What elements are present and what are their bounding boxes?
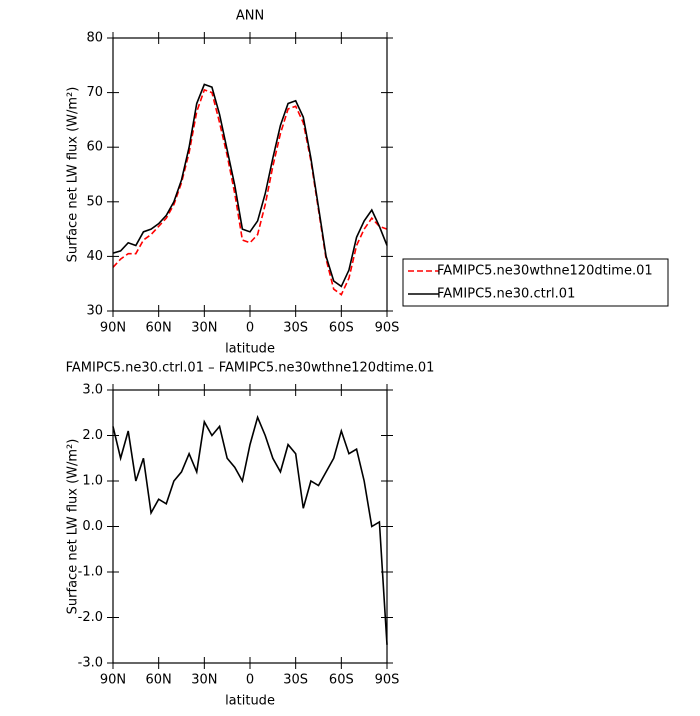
y-tick-label: 50 xyxy=(86,194,103,209)
y-tick-label: 1.0 xyxy=(82,474,103,489)
plot-frame xyxy=(112,389,388,664)
x-axis-label: latitude xyxy=(225,694,275,709)
y-tick-label: 40 xyxy=(86,249,103,264)
y-tick-label: 80 xyxy=(86,31,103,46)
x-tick-label: 60N xyxy=(146,321,172,336)
plot-frame xyxy=(112,37,388,312)
x-tick-label: 0 xyxy=(246,673,254,688)
legend-label: FAMIPC5.ne30.ctrl.01 xyxy=(437,287,575,302)
data-line xyxy=(112,88,388,296)
x-tick-label: 60S xyxy=(329,673,354,688)
y-tick-label: -3.0 xyxy=(78,656,103,671)
x-tick-label: 0 xyxy=(246,321,254,336)
y-tick-label: 30 xyxy=(86,304,103,319)
legend-label: FAMIPC5.ne30wthne120dtime.01 xyxy=(437,264,653,279)
x-tick-label: 30S xyxy=(283,321,308,336)
x-tick-label: 30N xyxy=(191,321,217,336)
data-line xyxy=(112,414,388,645)
y-axis-label: Surface net LW flux (W/m²) xyxy=(66,87,81,263)
legend-box xyxy=(402,258,669,307)
y-tick-label: 0.0 xyxy=(82,519,103,534)
y-tick-label: 3.0 xyxy=(82,383,103,398)
x-tick-label: 90S xyxy=(375,673,400,688)
y-tick-label: 70 xyxy=(86,85,103,100)
y-tick-label: -2.0 xyxy=(78,610,103,625)
x-tick-label: 90N xyxy=(100,673,126,688)
data-line xyxy=(112,83,388,288)
x-tick-label: 60S xyxy=(329,321,354,336)
chart-title: FAMIPC5.ne30.ctrl.01 – FAMIPC5.ne30wthne… xyxy=(66,361,435,376)
x-tick-label: 30N xyxy=(191,673,217,688)
y-tick-label: -1.0 xyxy=(78,565,103,580)
y-axis-label: Surface net LW flux (W/m²) xyxy=(66,439,81,615)
chart-title: ANN xyxy=(236,9,264,24)
x-tick-label: 90N xyxy=(100,321,126,336)
x-tick-label: 60N xyxy=(146,673,172,688)
y-tick-label: 60 xyxy=(86,140,103,155)
x-tick-label: 90S xyxy=(375,321,400,336)
y-tick-label: 2.0 xyxy=(82,428,103,443)
x-axis-label: latitude xyxy=(225,342,275,357)
x-tick-label: 30S xyxy=(283,673,308,688)
